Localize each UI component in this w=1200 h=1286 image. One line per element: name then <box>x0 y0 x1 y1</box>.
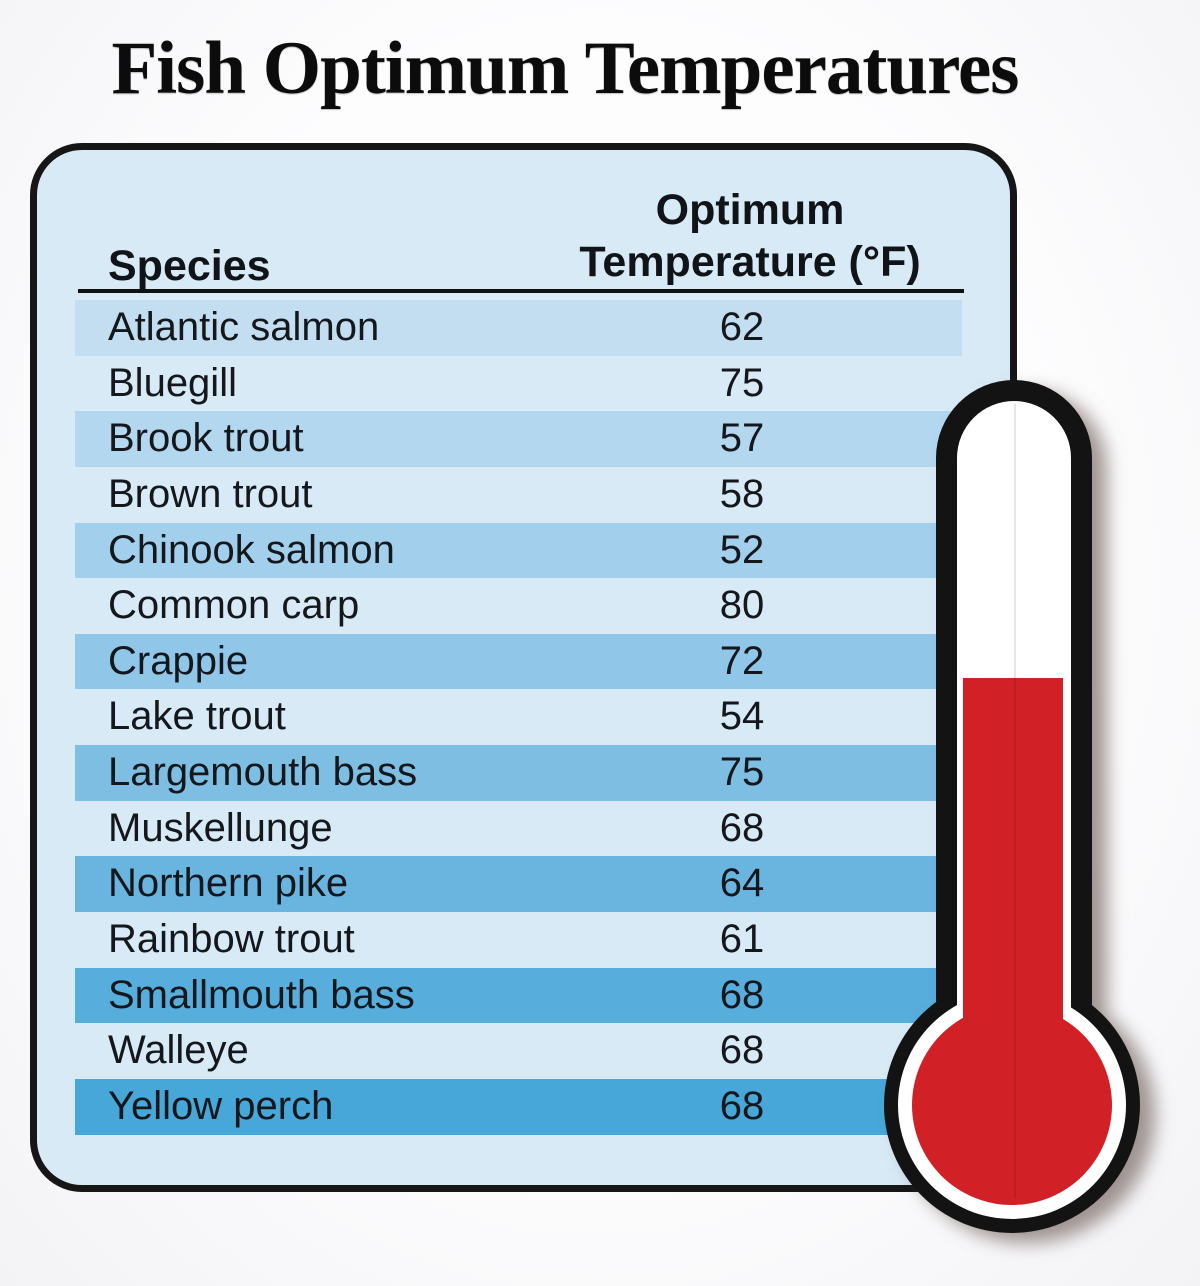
column-header-temperature-line1: Optimum <box>655 186 845 234</box>
temperature-cell: 61 <box>719 917 765 962</box>
species-cell: Lake trout <box>108 694 286 739</box>
species-cell: Atlantic salmon <box>108 305 380 349</box>
header-divider <box>78 289 964 293</box>
table-row: Bluegill 75 <box>75 356 962 412</box>
thermometer-icon <box>884 380 1140 1233</box>
thermometer-mercury <box>912 678 1112 1205</box>
temperature-cell: 58 <box>719 471 765 516</box>
species-cell: Northern pike <box>108 861 349 906</box>
species-cell: Brown trout <box>108 471 313 516</box>
table-row: Yellow perch 68 <box>75 1078 962 1135</box>
species-cell: Walleye <box>108 1028 249 1073</box>
species-cell: Largemouth bass <box>108 750 418 795</box>
temperature-cell: 68 <box>719 972 765 1017</box>
species-cell: Chinook salmon <box>108 527 395 572</box>
species-cell: Crappie <box>108 638 249 683</box>
temperature-cell: 62 <box>719 305 765 349</box>
species-cell: Muskellunge <box>108 805 333 850</box>
species-cell: Common carp <box>108 583 360 628</box>
species-cell: Smallmouth bass <box>108 972 415 1017</box>
table-row: Brown trout 58 <box>75 467 962 523</box>
page-title: Fish Optimum Temperatures <box>111 27 1019 110</box>
column-header-temperature-line2: Temperature (°F) <box>579 238 921 287</box>
temperature-cell: 57 <box>719 416 765 461</box>
table-row: Lake trout 54 <box>75 689 962 745</box>
temperature-cell: 80 <box>719 583 765 628</box>
temperature-cell: 68 <box>719 1083 765 1128</box>
table-row: Largemouth bass 75 <box>75 745 962 801</box>
fish-temperature-table: Species Optimum Temperature (°F) Atlanti… <box>30 143 1017 1192</box>
table-row: Rainbow trout 61 <box>75 912 962 968</box>
species-cell: Yellow perch <box>108 1083 334 1128</box>
species-cell: Bluegill <box>108 360 237 405</box>
table-row: Walleye 68 <box>75 1023 962 1079</box>
temperature-cell: 64 <box>719 861 765 906</box>
table-row: Common carp 80 <box>75 578 962 634</box>
table-row: Northern pike 64 <box>75 856 962 913</box>
species-cell: Rainbow trout <box>108 917 355 962</box>
column-header-species: Species <box>108 242 271 290</box>
column-header-temperature: Optimum Temperature (°F) <box>560 184 940 289</box>
table-row: Smallmouth bass 68 <box>75 967 962 1024</box>
species-cell: Brook trout <box>108 416 304 461</box>
table-body: Atlantic salmon 62 Bluegill 75 Brook trout 57… <box>75 300 962 1135</box>
table-row: Chinook salmon 52 <box>75 522 962 579</box>
temperature-cell: 52 <box>719 527 765 572</box>
table-row: Brook trout 57 <box>75 411 962 467</box>
temperature-cell: 68 <box>719 1028 765 1073</box>
table-row: Atlantic salmon 62 <box>75 300 962 356</box>
table-row: Crappie 72 <box>75 633 962 690</box>
temperature-cell: 75 <box>719 360 765 405</box>
table-row: Muskellunge 68 <box>75 801 962 857</box>
temperature-cell: 68 <box>719 805 765 850</box>
temperature-cell: 72 <box>719 638 765 683</box>
temperature-cell: 75 <box>719 750 765 795</box>
temperature-cell: 54 <box>719 694 765 739</box>
